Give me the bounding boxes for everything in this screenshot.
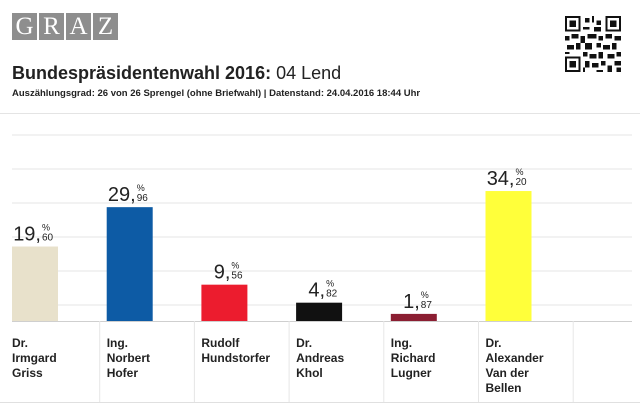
bar xyxy=(296,302,343,321)
data-label-integer: 1, xyxy=(403,291,420,313)
data-label-decimals: 60 xyxy=(42,233,54,244)
title-election: Bundespräsidentenwahl 2016: xyxy=(12,63,272,83)
qr-code-icon[interactable] xyxy=(565,16,621,72)
category-label: Dr. xyxy=(486,336,502,350)
category-label: Irmgard xyxy=(12,351,57,365)
header-divider xyxy=(0,113,640,114)
category-label: Hundstorfer xyxy=(201,351,270,365)
category-label: Rudolf xyxy=(201,336,240,350)
logo-letter: R xyxy=(39,13,64,40)
category-label: Lugner xyxy=(391,366,432,380)
count-status: Auszählungsgrad: 26 von 26 Sprengel (ohn… xyxy=(12,88,421,99)
data-label-unit: % xyxy=(421,290,429,300)
bar xyxy=(485,191,532,321)
category-label: Bellen xyxy=(486,381,522,395)
data-label-unit: % xyxy=(516,167,524,177)
data-label-unit: % xyxy=(231,261,239,271)
data-label-decimals: 82 xyxy=(326,289,338,300)
logo-letter: Z xyxy=(93,13,118,40)
category-label: Hofer xyxy=(107,366,139,380)
category-label: Dr. xyxy=(12,336,28,350)
category-label: Ing. xyxy=(107,336,128,350)
data-label-integer: 9, xyxy=(214,262,231,284)
category-label: Griss xyxy=(12,366,43,380)
category-label: Van der xyxy=(486,366,530,380)
graz-logo: G R A Z xyxy=(12,13,118,40)
data-label-integer: 29, xyxy=(108,184,136,206)
category-label: Khol xyxy=(296,366,323,380)
bar xyxy=(390,313,437,321)
logo-letter: G xyxy=(12,13,37,40)
bar xyxy=(201,284,248,321)
data-label-unit: % xyxy=(326,279,334,289)
page-title: Bundespräsidentenwahl 2016: 04 Lend xyxy=(12,63,341,84)
data-label-integer: 4, xyxy=(308,280,325,302)
logo-letter: A xyxy=(66,13,91,40)
category-label: Norbert xyxy=(107,351,150,365)
bar xyxy=(12,246,58,321)
data-label-decimals: 87 xyxy=(421,300,433,311)
category-label: Ing. xyxy=(391,336,412,350)
title-district: 04 Lend xyxy=(271,63,342,83)
data-label-decimals: 20 xyxy=(516,177,528,188)
category-label: Andreas xyxy=(296,351,344,365)
category-label: Dr. xyxy=(296,336,312,350)
data-label-decimals: 56 xyxy=(231,271,243,282)
data-label-integer: 34, xyxy=(487,168,515,190)
data-label-unit: % xyxy=(42,223,50,233)
category-label: Richard xyxy=(391,351,436,365)
data-label-integer: 19, xyxy=(13,224,41,246)
data-label-decimals: 96 xyxy=(137,193,149,204)
bar xyxy=(106,207,153,321)
data-label-unit: % xyxy=(137,183,145,193)
category-label: Alexander xyxy=(486,351,544,365)
